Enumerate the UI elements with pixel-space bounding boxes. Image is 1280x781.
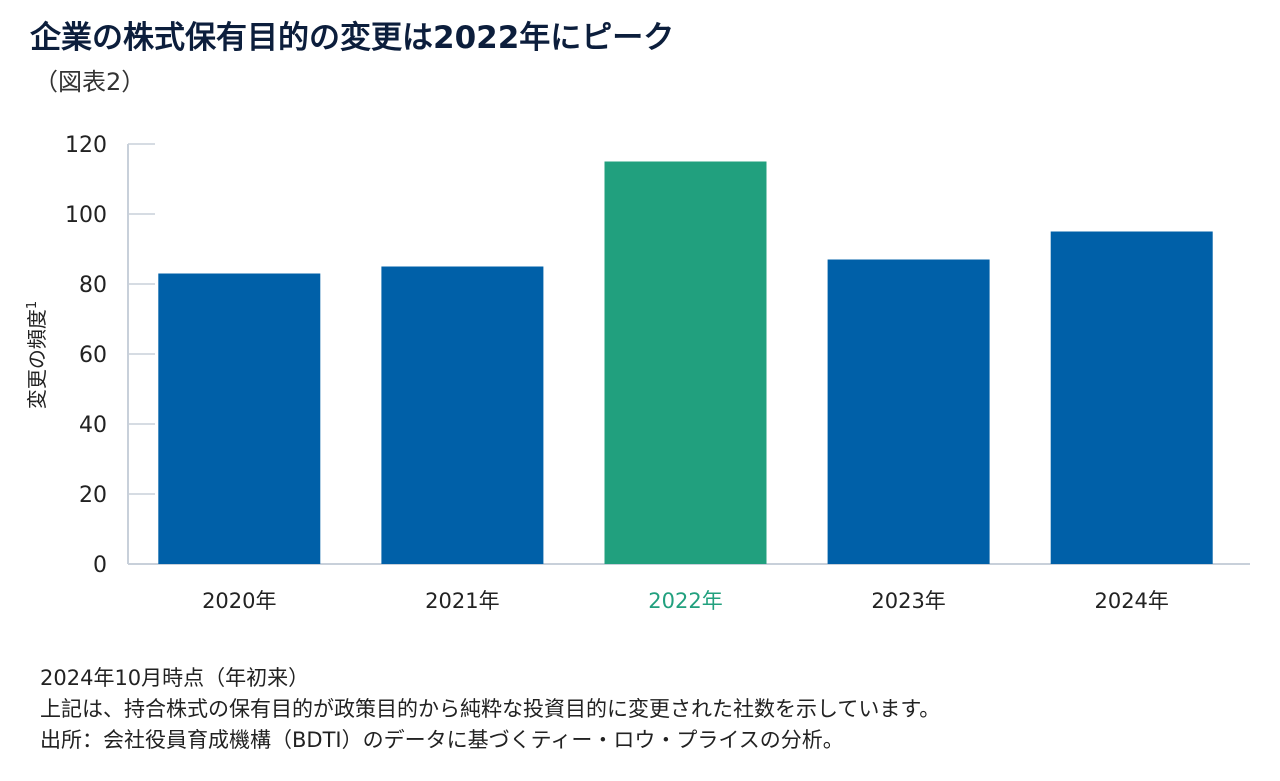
bar-2020年: [158, 273, 321, 564]
y-tick-label: 100: [65, 203, 107, 228]
figure-label: （図表2）: [34, 68, 146, 96]
y-tick-label: 0: [93, 553, 107, 578]
y-axis-label-footnote: 1: [25, 301, 40, 309]
bar-2023年: [827, 259, 990, 564]
bar-chart: 0 20 40 60 80 100 120 2020年 2021年 2022年 2023年 2024年…: [25, 133, 1250, 613]
bar-2022年: [604, 161, 767, 564]
x-tick-label: 2021年: [425, 589, 499, 613]
x-tick-label: 2024年: [1094, 589, 1168, 613]
y-tick-label: 80: [79, 273, 107, 298]
y-tick-label: 120: [65, 133, 107, 158]
x-tick-label: 2022年: [648, 589, 722, 613]
bar-2024年: [1050, 231, 1213, 564]
y-axis-label: 変更の頻度1: [25, 301, 49, 409]
y-tick-label: 40: [79, 413, 107, 438]
note-date: 2024年10月時点（年初来）: [40, 666, 310, 690]
x-tick-label: 2023年: [871, 589, 945, 613]
note-source: 出所：会社役員育成機構（BDTI）のデータに基づくティー・ロウ・プライスの分析。: [40, 728, 844, 752]
y-tick-label: 60: [79, 343, 107, 368]
chart-title: 企業の株式保有目的の変更は2022年にピーク: [30, 20, 675, 56]
bar-2021年: [381, 266, 544, 564]
y-tick-label: 20: [79, 483, 107, 508]
note-description: 上記は、持合株式の保有目的が政策目的から純粋な投資目的に変更された社数を示してい…: [40, 697, 941, 721]
x-tick-label: 2020年: [202, 589, 276, 613]
